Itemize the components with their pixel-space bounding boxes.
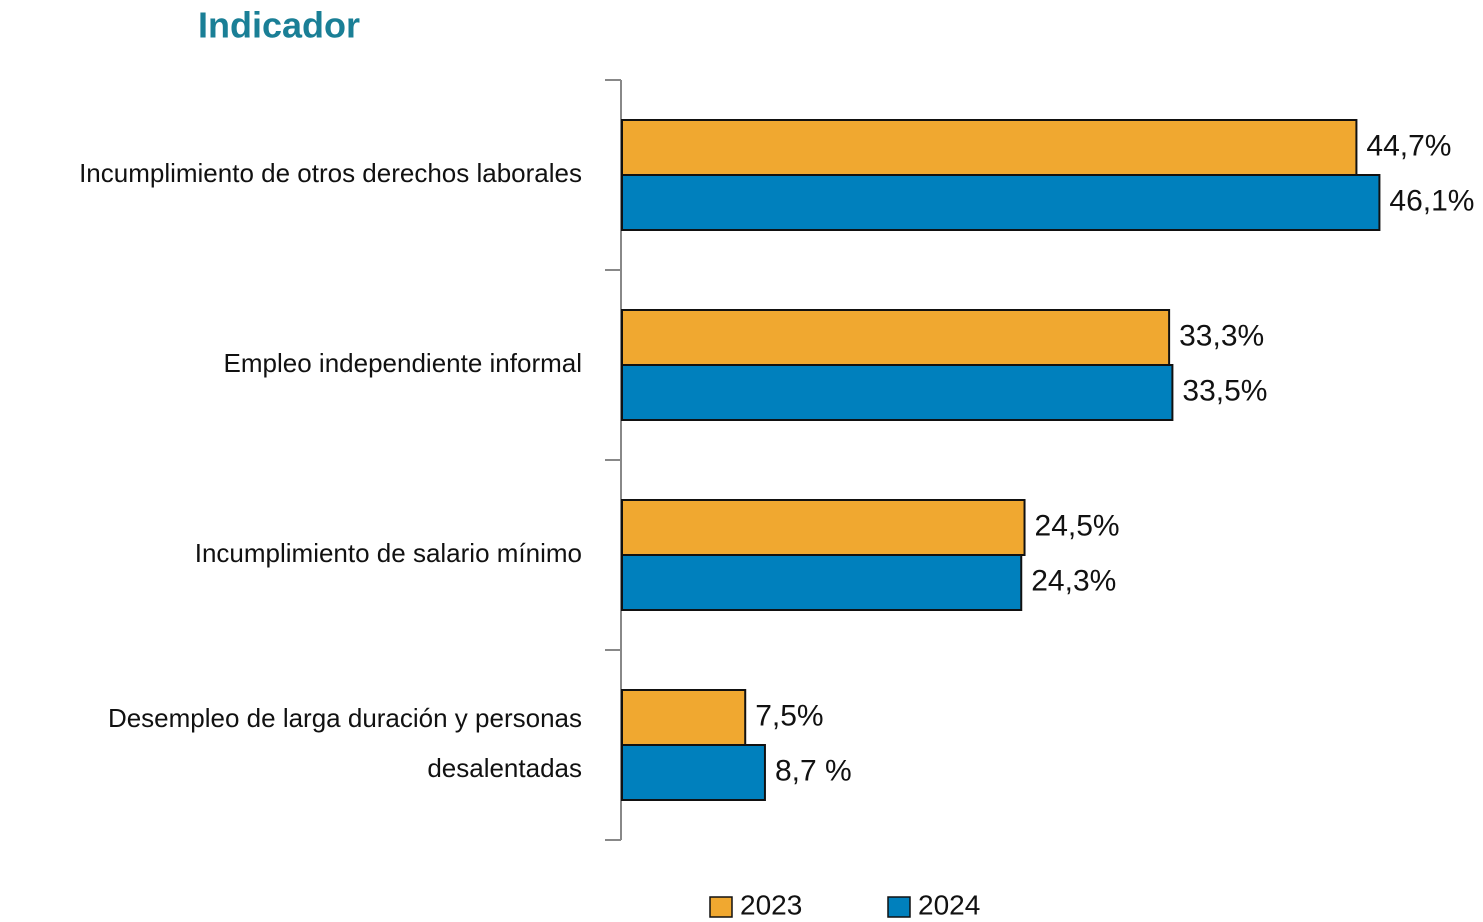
category-label: Incumplimiento de otros derechos laboral…	[79, 158, 582, 188]
bar	[621, 554, 1023, 611]
legend-label: 2023	[740, 889, 802, 920]
category-label: Desempleo de larga duración y personas de…	[108, 703, 582, 783]
bar	[621, 689, 747, 746]
legend-swatch	[709, 896, 733, 918]
chart-title: Indicador	[198, 5, 360, 46]
bar	[621, 309, 1171, 366]
bar	[621, 364, 1174, 421]
value-label: 7,5%	[755, 699, 823, 732]
category-label: Empleo independiente informal	[224, 348, 582, 378]
value-label: 8,7 %	[775, 754, 852, 787]
value-label: 24,3%	[1031, 564, 1116, 597]
legend-label: 2024	[918, 889, 980, 920]
value-label: 33,3%	[1179, 319, 1264, 352]
bar	[621, 744, 766, 801]
bar	[621, 119, 1358, 176]
category-label: Incumplimiento de salario mínimo	[195, 538, 582, 568]
legend-swatch	[887, 896, 911, 918]
bar	[621, 499, 1026, 556]
value-label: 24,5%	[1035, 509, 1120, 542]
value-label: 33,5%	[1182, 374, 1267, 407]
value-label: 44,7%	[1366, 129, 1451, 162]
bar	[621, 174, 1381, 231]
value-label: 46,1%	[1389, 184, 1474, 217]
